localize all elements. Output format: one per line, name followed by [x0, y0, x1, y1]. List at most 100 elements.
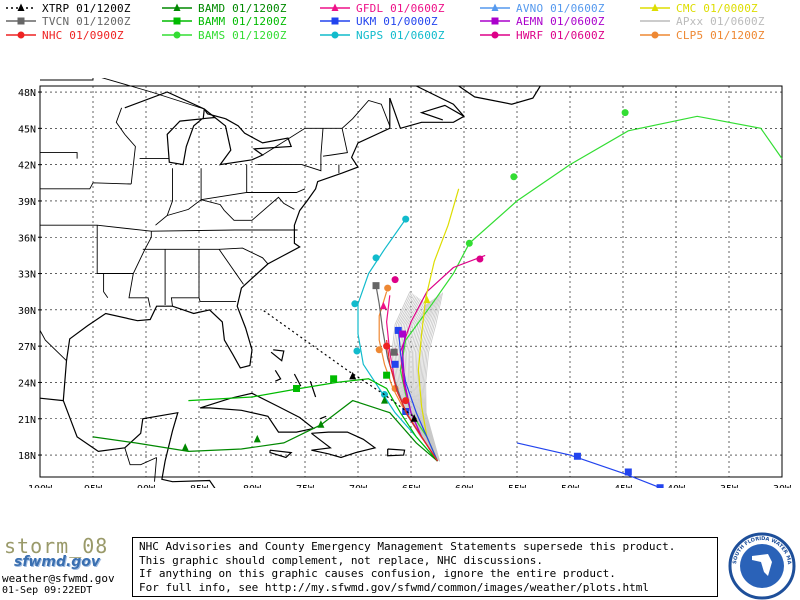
legend-item-bamm: BAMM 01/1200Z: [160, 14, 287, 28]
track-marker: [391, 360, 399, 368]
coast-line: [309, 381, 317, 398]
border-line: [115, 107, 136, 185]
border-line: [155, 168, 173, 226]
track-marker: [349, 371, 357, 380]
legend-label: CLP5 01/1200Z: [676, 28, 765, 42]
track-marker: [353, 347, 361, 355]
track-line: [92, 399, 438, 462]
coast-line: [293, 373, 302, 387]
lon-label: 35W: [720, 484, 739, 488]
lon-label: 90W: [137, 484, 156, 488]
legend-label: UKM 01/0000Z: [356, 14, 438, 28]
track-line: [357, 218, 438, 462]
coast-line: [62, 98, 391, 488]
storm-name: storm_08: [4, 534, 109, 558]
track-line: [516, 442, 662, 488]
sfwmd-logo: sfwmd.gov: [14, 554, 101, 570]
border-line: [170, 249, 200, 307]
coast-line: [311, 431, 377, 459]
legend-label: APxx 01/0600Z: [676, 14, 765, 28]
track-marker: [573, 452, 581, 460]
lon-label: 40W: [667, 484, 686, 488]
lon-label: 45W: [614, 484, 633, 488]
track-marker: [399, 330, 407, 338]
border-line: [154, 457, 158, 482]
track-marker: [391, 276, 399, 284]
track-marker: [293, 385, 301, 392]
coast-line: [203, 108, 216, 118]
track-line: [262, 309, 417, 420]
track-ngps: [351, 215, 438, 462]
coast-line: [458, 85, 541, 105]
disclaimer-line: NHC Advisories and County Emergency Mana…: [139, 540, 676, 553]
border-line: [246, 188, 306, 193]
lat-label: 18N: [18, 451, 36, 462]
coast-line: [39, 397, 64, 402]
track-cmc: [417, 188, 460, 462]
lat-label: 42N: [18, 161, 36, 172]
track-marker: [423, 295, 431, 304]
legend-item-cmc: CMC 01/0000Z: [638, 1, 758, 15]
track-line: [397, 327, 439, 462]
border-line: [124, 447, 157, 466]
lon-label: 65W: [402, 484, 421, 488]
track-marker: [402, 215, 410, 223]
legend-item-ngps: NGPS 01/0600Z: [318, 28, 445, 42]
border-line: [40, 182, 132, 190]
track-marker: [381, 391, 388, 399]
lon-label: 75W: [296, 484, 315, 488]
track-marker: [317, 420, 325, 428]
legend-swatch-icon: [162, 3, 192, 11]
coast-line: [124, 91, 293, 166]
legend-item-aemn: AEMN 01/0600Z: [478, 14, 605, 28]
track-nhc: [383, 340, 439, 462]
lon-label: 30W: [773, 484, 792, 488]
border-line: [257, 128, 324, 172]
disclaimer-line: If anything on this graphic causes confu…: [139, 567, 616, 580]
legend-item-bamd: BAMD 01/1200Z: [160, 1, 287, 15]
apxx-ensemble: [391, 291, 443, 462]
track-marker: [253, 434, 261, 443]
coast-line: [387, 448, 406, 457]
track-line: [188, 378, 438, 462]
coast-line: [319, 415, 327, 420]
border-line: [167, 168, 202, 216]
legend-label: GFDL 01/0600Z: [356, 1, 445, 15]
lon-label: 60W: [455, 484, 474, 488]
border-line: [262, 99, 391, 156]
update-time: 01-Sep 09:22EDT: [2, 585, 93, 596]
legend-label: AEMN 01/0600Z: [516, 14, 605, 28]
track-marker: [465, 239, 473, 247]
legend-label: CMC 01/0000Z: [676, 1, 758, 15]
track-marker: [383, 371, 391, 379]
contact-email[interactable]: weather@sfwmd.gov: [2, 572, 115, 585]
lat-label: 21N: [18, 415, 36, 426]
model-legend: XTRP 01/1200Z BAMD 01/1200Z GFDL 01/0600Z A…: [0, 0, 800, 44]
track-map: 48N 45N 42N 39N 36N 33N 30N 27N 24N 21N 18N 100W 95W…: [18, 78, 792, 488]
lat-label: 30N: [18, 306, 36, 317]
legend-item-xtrp: XTRP 01/1200Z: [4, 1, 131, 15]
legend-label: HWRF 01/0600Z: [516, 28, 605, 42]
border-line: [128, 231, 152, 308]
legend-label: BAMM 01/1200Z: [198, 14, 287, 28]
track-marker: [656, 484, 664, 488]
track-marker: [375, 346, 383, 354]
legend-item-hwrf: HWRF 01/0600Z: [478, 28, 605, 42]
track-marker: [379, 301, 387, 310]
legend-item-bams: BAMS 01/1200Z: [160, 28, 287, 42]
legend-label: NHC 01/0900Z: [42, 28, 124, 42]
legend-swatch-icon: [6, 3, 36, 11]
coastlines: [39, 85, 541, 488]
track-marker: [351, 300, 359, 308]
track-bamd: [92, 396, 438, 462]
track-marker: [181, 443, 189, 451]
border-line: [40, 152, 78, 159]
lon-label: 50W: [561, 484, 580, 488]
disclaimer-line: For full info, see http://my.sfwmd.gov/s…: [139, 580, 649, 594]
lat-label: 45N: [18, 124, 36, 135]
legend-item-ukm: UKM 01/0000Z: [318, 14, 438, 28]
lon-label: 95W: [84, 484, 103, 488]
lon-label: 55W: [508, 484, 527, 488]
axis-labels: 48N 45N 42N 39N 36N 33N 30N 27N 24N 21N 18N 100W 95W…: [18, 88, 792, 488]
border-line: [224, 196, 295, 221]
